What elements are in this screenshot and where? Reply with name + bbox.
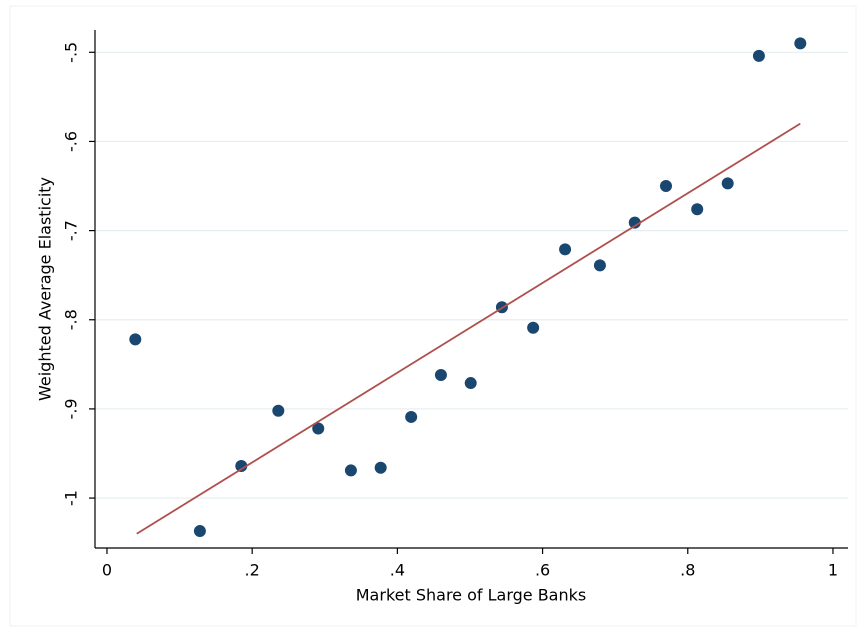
point: [559, 243, 572, 256]
y-tick-label: -.7: [62, 220, 81, 241]
y-tick-label: -.9: [62, 398, 81, 419]
point: [405, 410, 418, 423]
y-tick-label: -1: [62, 490, 81, 506]
fit-line: [136, 122, 801, 535]
point: [691, 203, 704, 216]
x-tick-label: .8: [680, 561, 695, 580]
point: [659, 180, 672, 193]
point: [374, 461, 387, 474]
point: [464, 377, 477, 390]
point: [628, 216, 641, 229]
x-axis-label: Market Share of Large Banks: [356, 586, 586, 605]
point: [794, 37, 807, 50]
point: [129, 333, 142, 346]
point: [721, 177, 734, 190]
x-tick-label: .4: [390, 561, 405, 580]
x-tick-label: 1: [828, 561, 838, 580]
y-tick-label: -.8: [62, 309, 81, 330]
point: [593, 259, 606, 272]
y-axis-label: Weighted Average Elasticity: [36, 177, 55, 401]
chart-frame: [9, 5, 857, 627]
point: [272, 404, 285, 417]
x-tick-label: .6: [535, 561, 550, 580]
point: [527, 321, 540, 334]
x-tick-label: .2: [245, 561, 260, 580]
point: [344, 464, 357, 477]
point: [235, 459, 248, 472]
x-tick-label: 0: [102, 561, 112, 580]
point: [193, 525, 206, 538]
point: [434, 369, 447, 382]
point: [752, 49, 765, 62]
point: [312, 422, 325, 435]
y-tick-label: -.5: [62, 42, 81, 63]
y-tick-label: -.6: [62, 131, 81, 152]
